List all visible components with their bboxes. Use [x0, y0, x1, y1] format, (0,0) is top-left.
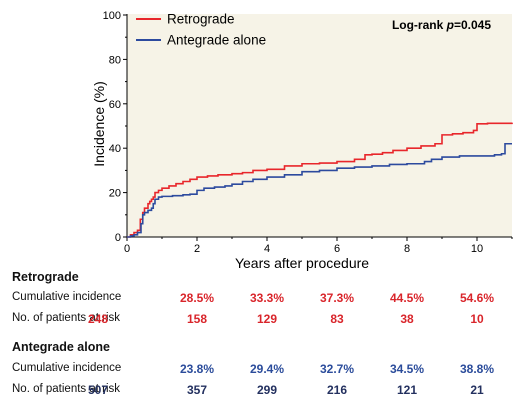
retrograde-risk-value: 38	[400, 312, 414, 326]
x-tick-label: 10	[471, 243, 483, 255]
antegrade-ci-value: 34.5%	[389, 362, 425, 376]
retrograde-risk-label: No. of patients at risk	[12, 312, 121, 324]
legend-label-retrograde: Retrograde	[167, 12, 235, 27]
antegrade-risk-value: 507	[87, 383, 109, 397]
retrograde-risk-value: 10	[470, 312, 484, 326]
antegrade-ci-value: 23.8%	[179, 362, 215, 376]
retrograde-ci-value: 44.5%	[389, 291, 425, 305]
chart-series	[127, 122, 513, 238]
retrograde-risk-value: 158	[186, 312, 208, 326]
x-axis-label: Years after procedure	[235, 255, 369, 271]
chart-axes: 0 20 40 60 80 100 0 2 4 6 8 10	[103, 10, 513, 255]
incidence-chart: 0 20 40 60 80 100 0 2 4 6 8 10 Retrograde Antegrade…	[91, 10, 513, 271]
logrank-annotation: Log-rank p=0.045	[392, 18, 491, 32]
series-line-antegrade	[127, 142, 512, 238]
retrograde-risk-value: 129	[256, 312, 278, 326]
antegrade-ci-label: Cumulative incidence	[12, 362, 122, 374]
antegrade-ci-value: 32.7%	[319, 362, 355, 376]
retrograde-ci-value: 28.5%	[179, 291, 215, 305]
antegrade-table-title: Antegrade alone	[12, 340, 110, 354]
x-tick-label: 4	[264, 243, 270, 255]
antegrade-risk-value: 357	[186, 383, 208, 397]
x-tick-label: 2	[194, 243, 200, 255]
legend-label-antegrade: Antegrade alone	[167, 33, 266, 48]
x-tick-label: 6	[334, 243, 340, 255]
y-tick-label: 0	[115, 232, 121, 244]
plot-area	[127, 14, 512, 237]
retrograde-ci-value: 33.3%	[249, 291, 285, 305]
logrank-value: =0.045	[454, 18, 491, 32]
antegrade-risk-value: 121	[396, 383, 418, 397]
antegrade-ci-value: 29.4%	[249, 362, 285, 376]
retrograde-ci-label: Cumulative incidence	[12, 291, 122, 303]
y-tick-label: 40	[109, 143, 121, 155]
chart-legend: Retrograde Antegrade alone	[136, 12, 266, 48]
logrank-prefix: Log-rank	[392, 18, 447, 32]
retrograde-table-title: Retrograde	[12, 270, 79, 284]
y-tick-label: 100	[103, 10, 121, 22]
y-tick-label: 80	[109, 54, 121, 66]
series-line-retrograde	[127, 122, 513, 238]
retrograde-ci-value: 54.6%	[459, 291, 495, 305]
antegrade-risk-value: 21	[470, 383, 484, 397]
x-tick-label: 0	[124, 243, 130, 255]
antegrade-ci-value: 38.8%	[459, 362, 495, 376]
y-tick-label: 20	[109, 188, 121, 200]
antegrade-risk-value: 216	[326, 383, 348, 397]
y-tick-label: 60	[109, 99, 121, 111]
x-tick-label: 8	[404, 243, 410, 255]
retrograde-ci-value: 37.3%	[319, 291, 355, 305]
retrograde-risk-value: 248	[87, 312, 109, 326]
y-axis-label: Incidence (%)	[91, 81, 107, 167]
antegrade-risk-value: 299	[256, 383, 278, 397]
logrank-p: p	[446, 18, 454, 32]
retrograde-risk-value: 83	[330, 312, 344, 326]
antegrade-risk-label: No. of patients at risk	[12, 383, 121, 395]
